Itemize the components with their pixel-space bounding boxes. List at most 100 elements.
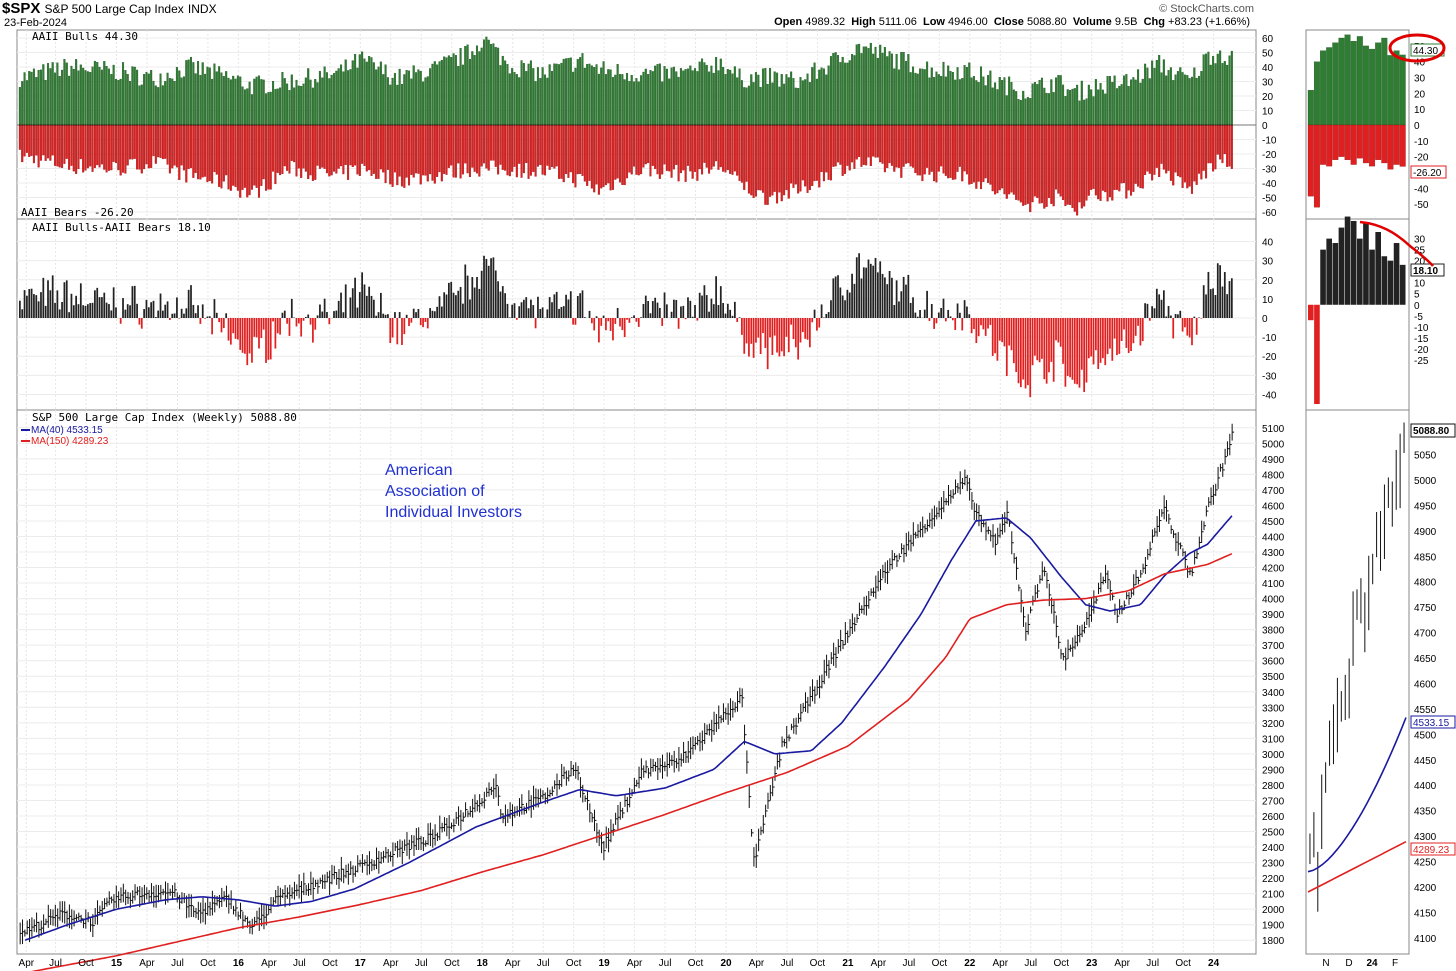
spread-bar: [736, 318, 739, 322]
bear-bar: [274, 124, 277, 185]
bear-bar: [384, 124, 387, 184]
bull-bar: [349, 69, 352, 126]
spread-bar: [290, 298, 293, 318]
bull-bar: [46, 63, 50, 126]
bear-bar: [1076, 124, 1079, 216]
spread-bar: [103, 292, 106, 318]
bear-bar: [1132, 124, 1135, 192]
zoom-bear-bar: [1350, 124, 1357, 165]
bear-bar: [522, 124, 525, 174]
bull-bar: [937, 74, 940, 126]
bull-bar: [773, 71, 776, 126]
bull-bar: [159, 73, 162, 126]
bull-bar: [604, 74, 607, 126]
bull-bar: [693, 68, 697, 126]
bear-bar: [862, 124, 865, 165]
spread-bar: [623, 318, 626, 338]
bull-bar: [684, 69, 687, 126]
spread-bar: [968, 314, 971, 318]
spread-bar: [813, 309, 816, 318]
zoom-spread-bar: [1314, 304, 1320, 404]
bull-bar: [272, 81, 275, 126]
bear-bar: [1106, 124, 1109, 202]
bear-bar: [750, 124, 753, 196]
bull-bar: [541, 67, 544, 126]
bear-bar: [49, 124, 52, 161]
spread-bar: [410, 318, 413, 323]
bull-bar: [825, 74, 828, 126]
bear-bar: [609, 124, 612, 191]
bear-bar: [1216, 124, 1219, 155]
zoom-bear-bar: [1375, 124, 1382, 160]
spread-bar: [755, 318, 757, 343]
bear-bar: [813, 124, 816, 182]
spread-bar: [358, 292, 361, 318]
spread-bar: [321, 311, 324, 318]
zoom-y-tick: 4450: [1414, 756, 1437, 767]
spread-bar: [1064, 318, 1067, 387]
bear-bar: [1019, 124, 1022, 203]
bull-bar: [410, 78, 413, 126]
bear-bar: [180, 124, 183, 166]
bear-bar: [736, 124, 739, 176]
bear-bar: [534, 124, 537, 177]
spread-bar: [108, 304, 110, 318]
bear-bar: [480, 124, 483, 167]
spread-bar: [398, 312, 401, 318]
bear-bar: [1078, 124, 1081, 203]
zoom-y-tick: 40: [1414, 58, 1426, 69]
spread-bar: [942, 298, 945, 318]
spread-bar: [37, 301, 40, 318]
bear-bar: [579, 124, 582, 174]
bull-bar: [363, 58, 366, 126]
spread-bar: [799, 318, 802, 343]
bear-bar: [872, 124, 875, 157]
bull-bar: [787, 77, 790, 126]
bull-bar: [874, 46, 877, 126]
bull-bar: [954, 79, 957, 126]
spread-bar: [40, 292, 42, 318]
bear-bar: [248, 124, 251, 196]
spread-bar: [286, 318, 288, 324]
bear-bar: [975, 124, 978, 189]
bear-bar: [761, 124, 765, 193]
bear-bar: [876, 124, 879, 158]
bear-bar: [220, 124, 223, 189]
bull-bar: [1162, 59, 1165, 126]
bull-bar: [860, 53, 863, 126]
zoom-y-tick: 4950: [1414, 501, 1437, 512]
bear-bar: [909, 124, 912, 167]
zoom-spread-bar: [1393, 243, 1400, 305]
bull-bar: [637, 81, 640, 126]
bull-bar: [562, 58, 565, 126]
bull-bar: [747, 85, 750, 126]
bull-bar: [710, 65, 713, 126]
bull-bar: [851, 54, 854, 126]
bull-bar: [438, 61, 441, 126]
bull-bar: [801, 80, 804, 126]
bear-bar: [670, 124, 673, 178]
spread-bar: [58, 309, 61, 318]
bull-bar: [483, 39, 486, 126]
bear-bar: [136, 124, 139, 170]
spread-bar: [1109, 318, 1111, 349]
bull-bar: [440, 59, 443, 126]
bull-bar: [79, 64, 82, 126]
spread-bar: [952, 318, 954, 321]
bull-bar: [28, 71, 31, 126]
spread-bar: [192, 304, 195, 318]
spread-bar: [546, 309, 549, 318]
spread-bar: [401, 318, 403, 345]
spread-bar: [222, 318, 225, 329]
bear-bar: [1219, 124, 1222, 160]
spread-bar: [745, 318, 748, 344]
spread-bar: [619, 318, 621, 327]
spread-bar: [1083, 318, 1086, 393]
bull-bar: [907, 54, 910, 126]
spread-bar: [719, 286, 722, 318]
bear-bar: [229, 124, 232, 191]
bull-bar: [297, 85, 300, 126]
bear-bar: [147, 124, 150, 169]
price-title: S&P 500 Large Cap Index (Weekly) 5088.80: [32, 411, 297, 424]
spread-bar: [372, 299, 375, 318]
